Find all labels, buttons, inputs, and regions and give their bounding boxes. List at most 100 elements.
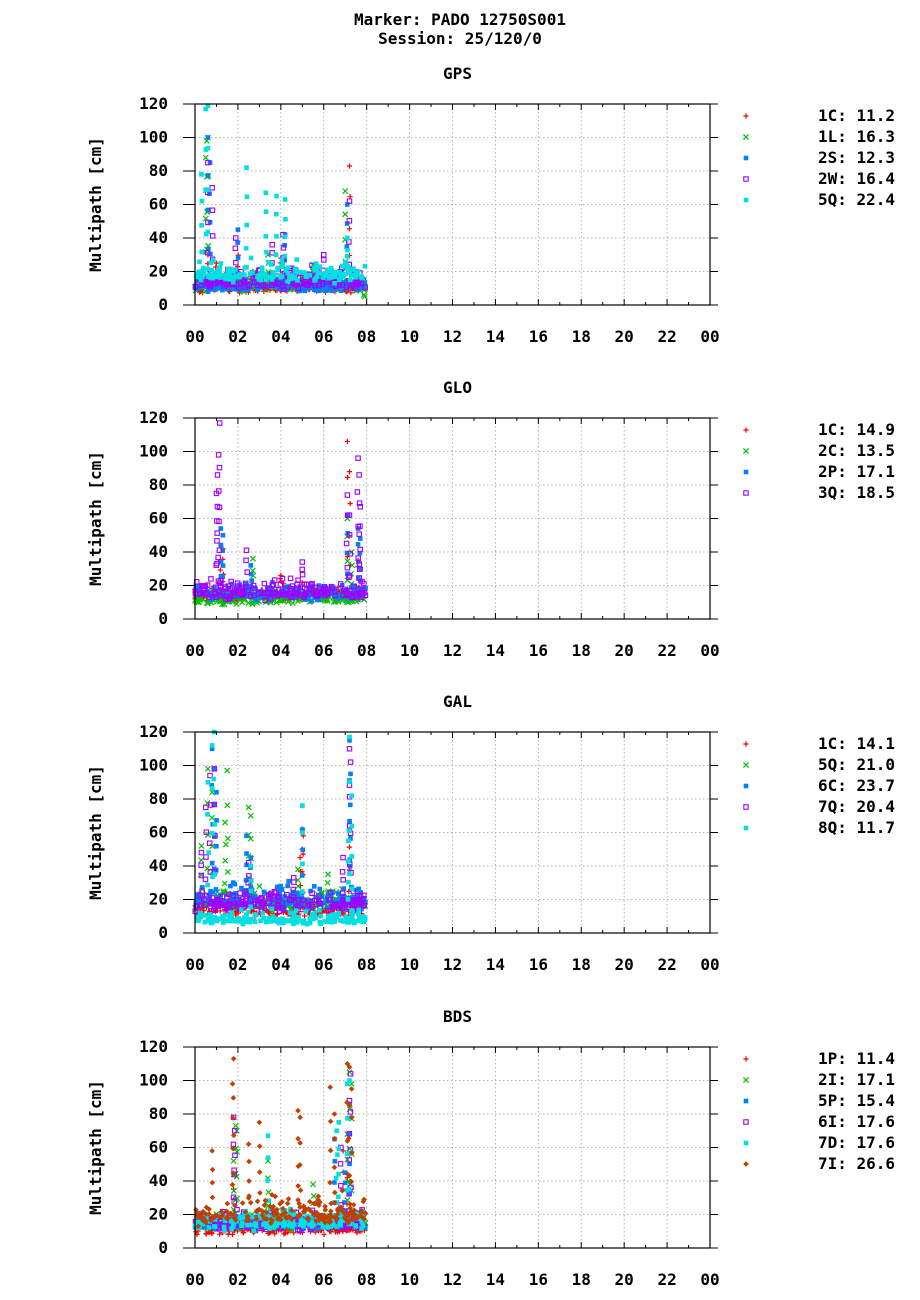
data-point (228, 578, 234, 585)
legend-series-name: 7I (818, 1154, 837, 1173)
data-point (284, 284, 290, 290)
data-point (198, 849, 205, 856)
x-tick-label: 00 (700, 327, 719, 346)
data-point (345, 1135, 352, 1142)
data-point (350, 1216, 356, 1223)
data-point (209, 1194, 216, 1201)
data-point (290, 1218, 296, 1224)
x-tick-label: 02 (228, 955, 247, 974)
data-point (325, 914, 331, 919)
data-point (198, 842, 205, 849)
data-point (266, 596, 272, 602)
data-point (360, 291, 367, 298)
data-point (293, 908, 299, 913)
data-point (246, 1178, 252, 1184)
data-point (303, 287, 308, 292)
legend-series-stat: 17.6 (856, 1112, 895, 1131)
data-point (199, 172, 204, 177)
x-tick-label: 22 (657, 1270, 676, 1289)
data-point (220, 532, 226, 538)
data-point (309, 1181, 317, 1188)
data-point (294, 585, 300, 592)
legend-series-stat: 23.7 (856, 776, 895, 795)
data-point (320, 252, 327, 258)
data-point (347, 802, 353, 808)
data-point (353, 274, 358, 280)
data-point (230, 1115, 236, 1121)
data-point (346, 828, 352, 834)
data-point (310, 1193, 317, 1200)
data-point (287, 1211, 292, 1217)
data-point (256, 1143, 263, 1150)
data-point (239, 1220, 245, 1226)
data-point (330, 1221, 336, 1227)
data-point (244, 222, 250, 228)
data-point (295, 1135, 301, 1142)
data-point (319, 1215, 326, 1222)
data-point (254, 1198, 261, 1205)
data-point (357, 899, 363, 905)
data-point (234, 1206, 240, 1213)
x-tick-label: 06 (314, 1270, 333, 1289)
legend-series-stat: 14.9 (856, 420, 895, 439)
data-point (347, 779, 352, 785)
data-point (325, 908, 331, 914)
legend-marker (743, 490, 749, 496)
data-point (318, 913, 323, 919)
y-tick-label: 80 (149, 1104, 168, 1123)
data-point (259, 1208, 265, 1214)
data-point (265, 1155, 271, 1160)
data-point (295, 577, 301, 584)
data-point (209, 233, 216, 239)
x-tick-label: 04 (271, 327, 290, 346)
data-point (194, 914, 200, 920)
data-point (334, 1128, 339, 1134)
data-point (239, 1223, 245, 1229)
data-point (297, 1114, 303, 1121)
data-point (322, 1203, 328, 1210)
data-point (305, 901, 311, 908)
data-point (230, 1157, 237, 1164)
data-point (316, 282, 322, 289)
data-point (256, 1169, 263, 1176)
data-point (308, 598, 314, 604)
data-point (280, 245, 287, 251)
data-point (321, 1231, 327, 1238)
data-point (224, 767, 231, 774)
data-point (218, 1211, 223, 1217)
data-point (196, 272, 202, 277)
data-point (274, 884, 280, 890)
data-point (306, 1198, 313, 1205)
data-point (262, 890, 267, 895)
data-point (271, 577, 278, 583)
data-point (279, 257, 285, 263)
data-point (288, 1206, 293, 1212)
data-point (297, 1140, 303, 1146)
data-point (232, 267, 238, 272)
data-point (283, 267, 289, 273)
data-point (234, 594, 240, 599)
data-point (253, 598, 259, 603)
legend-entry: 7I: 26.6 (818, 1154, 895, 1173)
x-tick-label: 20 (615, 955, 634, 974)
data-point (232, 1217, 239, 1223)
data-point (204, 589, 210, 594)
data-point (296, 915, 301, 920)
data-point (300, 889, 305, 894)
data-point (248, 855, 254, 860)
data-point (268, 262, 274, 267)
data-point (248, 1222, 254, 1228)
data-point (308, 586, 314, 592)
data-point (228, 266, 233, 272)
data-point (279, 588, 285, 594)
data-point (244, 194, 250, 200)
data-point (248, 563, 254, 568)
data-point (346, 1102, 353, 1109)
data-point (209, 743, 215, 748)
data-point (214, 530, 220, 536)
legend-series-stat: 22.4 (856, 190, 895, 209)
data-point (296, 269, 301, 275)
data-point (299, 559, 306, 565)
data-point (335, 1152, 340, 1158)
